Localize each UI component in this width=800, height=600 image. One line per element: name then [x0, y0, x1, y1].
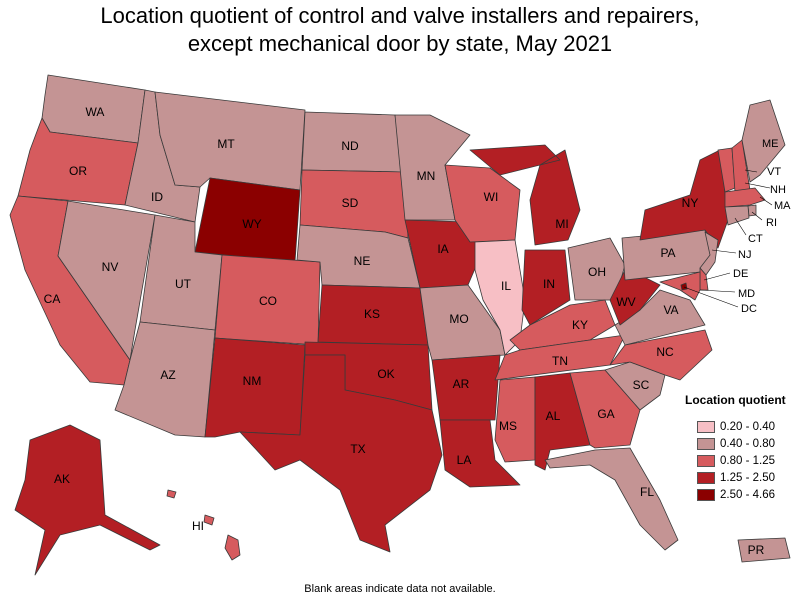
state-ma[interactable]: [724, 187, 766, 208]
state-label-il: IL: [501, 279, 511, 293]
state-ct[interactable]: [724, 205, 750, 226]
state-label-ma: MA: [774, 200, 791, 212]
state-label-in: IN: [543, 277, 555, 291]
legend-swatch: [697, 454, 715, 467]
legend-label: 2.50 - 4.66: [720, 488, 775, 501]
legend-item: 0.20 - 0.40: [685, 418, 797, 435]
legend-label: 0.40 - 0.80: [720, 437, 775, 450]
state-mi[interactable]: [469, 144, 581, 246]
state-label-wa: WA: [86, 105, 105, 119]
state-label-pa: PA: [660, 246, 675, 260]
state-ar[interactable]: [431, 354, 501, 421]
state-dc[interactable]: [680, 282, 688, 291]
state-nc[interactable]: [609, 329, 713, 381]
state-label-mt: MT: [217, 137, 235, 151]
legend-swatch: [697, 471, 715, 484]
state-sc[interactable]: [604, 361, 666, 411]
state-label-tx: TX: [350, 442, 365, 456]
state-nv[interactable]: [57, 200, 156, 361]
state-label-sc: SC: [633, 378, 650, 392]
legend-item: 2.50 - 4.66: [685, 486, 797, 503]
state-me[interactable]: [741, 99, 786, 183]
state-label-az: AZ: [160, 368, 175, 382]
state-label-pr: PR: [748, 543, 765, 557]
map-title: Location quotient of control and valve i…: [0, 2, 800, 58]
state-label-co: CO: [259, 294, 277, 308]
state-label-nj: NJ: [738, 249, 751, 261]
state-label-ct: CT: [748, 233, 763, 245]
legend-swatch: [697, 437, 715, 450]
state-hi[interactable]: [166, 489, 241, 561]
state-label-nd: ND: [341, 139, 359, 153]
state-label-vt: VT: [767, 166, 781, 178]
legend-item: 1.25 - 2.50: [685, 469, 797, 486]
state-label-tn: TN: [552, 354, 568, 368]
state-label-ak: AK: [54, 472, 70, 486]
state-label-mi: MI: [555, 217, 568, 231]
state-label-wy: WY: [242, 217, 261, 231]
state-ms[interactable]: [494, 376, 536, 463]
state-label-wv: WV: [616, 295, 635, 309]
state-label-al: AL: [546, 409, 561, 423]
state-label-oh: OH: [588, 265, 606, 279]
state-label-la: LA: [457, 453, 472, 467]
legend-title: Location quotient: [685, 393, 786, 407]
state-labels: WA OR CA ID NV MT WY UT AZ CO NM ND SD NE KS OK TX MN IA MO…: [44, 105, 791, 557]
state-label-ga: GA: [597, 407, 614, 421]
state-label-nv: NV: [102, 260, 119, 274]
legend: Location quotient 0.20 - 0.40 0.40 - 0.8…: [685, 393, 797, 503]
state-label-dc: DC: [741, 303, 757, 315]
state-az[interactable]: [114, 321, 216, 438]
state-label-nh: NH: [770, 184, 786, 196]
state-la[interactable]: [439, 419, 521, 488]
state-label-ut: UT: [175, 277, 192, 291]
state-label-me: ME: [762, 138, 779, 150]
state-label-sd: SD: [342, 196, 359, 210]
state-label-nm: NM: [243, 374, 262, 388]
state-label-fl: FL: [640, 485, 654, 499]
state-fl[interactable]: [544, 447, 679, 551]
state-label-ny: NY: [682, 196, 699, 210]
state-label-mo: MO: [449, 312, 468, 326]
state-label-mn: MN: [417, 169, 436, 183]
state-md[interactable]: [659, 271, 701, 301]
legend-label: 0.20 - 0.40: [720, 420, 775, 433]
legend-item: 0.40 - 0.80: [685, 435, 797, 452]
state-label-ok: OK: [377, 367, 394, 381]
state-label-ne: NE: [354, 254, 371, 268]
state-label-de: DE: [733, 268, 748, 280]
state-label-va: VA: [663, 303, 678, 317]
state-label-id: ID: [151, 190, 163, 204]
state-label-ky: KY: [572, 318, 588, 332]
title-line-2: except mechanical door by state, May 202…: [187, 31, 613, 56]
state-label-ar: AR: [453, 377, 470, 391]
state-label-ms: MS: [499, 419, 517, 433]
state-label-ca: CA: [44, 292, 61, 306]
legend-label: 1.25 - 2.50: [720, 471, 775, 484]
state-label-ri: RI: [766, 217, 777, 229]
state-label-ia: IA: [437, 242, 448, 256]
footnote: Blank areas indicate data not available.: [304, 583, 496, 595]
state-label-hi: HI: [192, 519, 204, 533]
state-label-ks: KS: [364, 307, 380, 321]
northeast-callouts: [683, 169, 773, 308]
state-in[interactable]: [521, 249, 571, 326]
state-ak[interactable]: [14, 424, 161, 576]
state-label-or: OR: [69, 164, 87, 178]
state-label-nc: NC: [656, 345, 674, 359]
state-tx[interactable]: [239, 354, 443, 553]
legend-swatch: [697, 420, 715, 433]
legend-label: 0.80 - 1.25: [720, 454, 775, 467]
title-line-1: Location quotient of control and valve i…: [100, 3, 700, 28]
legend-item: 0.80 - 1.25: [685, 452, 797, 469]
legend-swatch: [697, 488, 715, 501]
state-label-md: MD: [738, 288, 755, 300]
state-label-wi: WI: [484, 190, 499, 204]
state-pr[interactable]: [737, 537, 791, 563]
